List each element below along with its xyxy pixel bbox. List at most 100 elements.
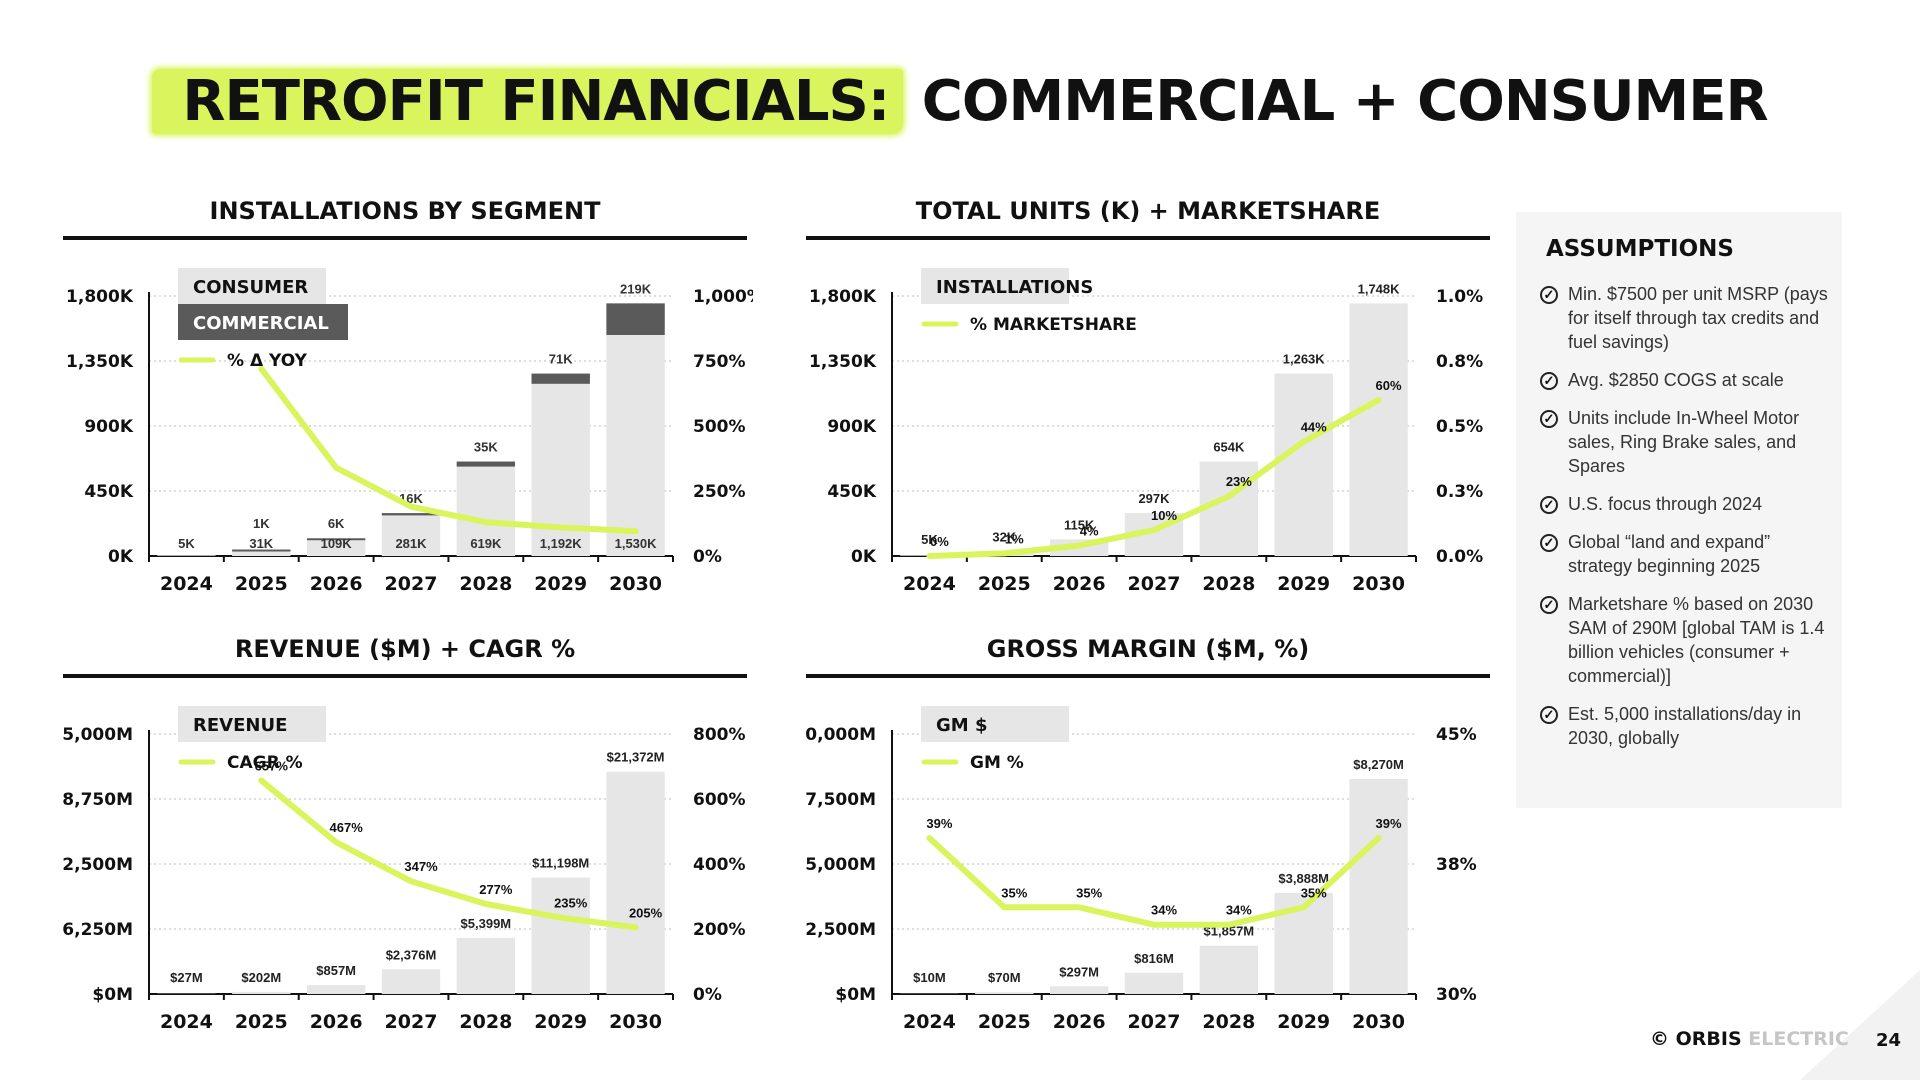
page-title-highlight: RETROFIT FINANCIALS:	[152, 69, 904, 134]
line-data-label: 4%	[1080, 524, 1099, 539]
y-tick-label: 1,800K	[66, 287, 134, 307]
legend-swatch	[921, 268, 1069, 304]
title-rule	[63, 674, 747, 678]
y2-tick-label: 0.8%	[1436, 352, 1483, 372]
assumption-item: ✓ U.S. focus through 2024	[1540, 492, 1830, 516]
y-tick-label: $5,000M	[806, 855, 876, 875]
bar-installations	[1199, 461, 1259, 556]
chart-svg: 0K 450K 900K 1,350K 1,800K 0% 250% 500% 750% 1,00…	[66, 268, 753, 595]
x-tick-label: 2027	[385, 573, 438, 595]
x-tick-label: 2029	[1277, 573, 1330, 595]
y-tick-label: 1,350K	[66, 352, 134, 372]
bar-revenue	[306, 985, 366, 994]
y2-tick-label: 38%	[1436, 855, 1477, 875]
line-data-label: 235%	[554, 896, 588, 911]
line-data-label: 23%	[1226, 474, 1252, 489]
assumption-item: ✓ Est. 5,000 installations/day in 2030, g…	[1540, 702, 1830, 750]
bar-commercial	[456, 461, 516, 467]
assumptions-list: ✓ Min. $7500 per unit MSRP (pays for itse…	[1540, 282, 1830, 764]
x-tick-label: 2025	[235, 1011, 288, 1033]
x-tick-label: 2028	[459, 1011, 512, 1033]
x-tick-label: 2030	[609, 1011, 662, 1033]
check-circle-icon: ✓	[1540, 496, 1558, 514]
check-circle-icon: ✓	[1540, 596, 1558, 614]
orbis-logo: © ORBIS ELECTRIC	[1650, 1028, 1849, 1050]
bar-consumer	[232, 551, 291, 556]
x-tick-label: 2026	[310, 573, 363, 595]
y-tick-label: $10,000M	[806, 725, 876, 745]
bar-data-label: 1,530K	[615, 536, 658, 551]
revenue-cagr-chart: REVENUE ($M) + CAGR % $0M $6,250M $12,500M…	[63, 634, 753, 1054]
y2-tick-label: 0.5%	[1436, 417, 1483, 437]
assumption-text: U.S. focus through 2024	[1568, 494, 1763, 514]
assumption-item: ✓ Units include In-Wheel Motor sales, Rin…	[1540, 406, 1830, 478]
legend-label: INSTALLATIONS	[936, 277, 1093, 298]
page-number: 24	[1876, 1030, 1902, 1051]
y-tick-label: $7,500M	[806, 790, 876, 810]
x-tick-label: 2027	[385, 1011, 438, 1033]
installations-by-segment-chart: INSTALLATIONS BY SEGMENT 0K 450K 900K 1,350…	[63, 196, 753, 616]
chart-svg: $0M $2,500M $5,000M $7,500M $10,000M 30% 38% 45…	[806, 706, 1477, 1033]
legend-label: GM $	[936, 715, 987, 736]
y2-tick-label: 500%	[693, 417, 746, 437]
bar-data-label: 1,192K	[540, 536, 583, 551]
line-data-label: 39%	[926, 816, 952, 831]
bar-data-label: $202M	[241, 970, 281, 985]
y2-tick-label: 0.3%	[1436, 482, 1483, 502]
x-tick-label: 2029	[534, 1011, 587, 1033]
line-data-label: 10%	[1151, 508, 1177, 523]
bar-data-label: 297K	[1138, 491, 1170, 506]
x-tick-label: 2026	[310, 1011, 363, 1033]
chart-svg: $0M $6,250M $12,500M $18,750M $25,000M 0% 200%…	[63, 706, 746, 1033]
line-data-label: 35%	[1001, 885, 1027, 900]
line-data-label: 205%	[629, 905, 663, 920]
bar-data-label: 619K	[470, 536, 502, 551]
x-tick-label: 2028	[459, 573, 512, 595]
y2-tick-label: 200%	[693, 920, 746, 940]
bar-data-label: $2,376M	[386, 947, 437, 962]
bar-data-label: 109K	[321, 536, 353, 551]
y-tick-label: $6,250M	[63, 920, 133, 940]
page-corner	[1800, 970, 1920, 1080]
x-tick-label: 2026	[1053, 573, 1106, 595]
y-tick-label: $18,750M	[63, 790, 133, 810]
chart-svg: 0K 450K 900K 1,350K 1,800K 0.0% 0.3% 0.5% 0.8% 1.…	[809, 268, 1483, 595]
x-tick-label: 2024	[160, 573, 213, 595]
line-data-label: 35%	[1301, 885, 1327, 900]
bar-data-label: 1,748K	[1358, 282, 1401, 297]
bar-consumer	[381, 515, 441, 556]
bar-data-label: 115K	[1064, 517, 1095, 532]
bar-data-label: 5K	[178, 536, 195, 551]
bar-data-label: $857M	[316, 963, 356, 978]
line--yoy	[258, 365, 639, 535]
assumption-text: Marketshare % based on 2030 SAM of 290M …	[1568, 594, 1825, 686]
x-tick-label: 2024	[160, 1011, 213, 1033]
bar-data-label: 71K	[549, 352, 573, 367]
page-title-rest: COMMERCIAL + CONSUMER	[903, 69, 1769, 134]
y2-tick-label: 750%	[693, 352, 746, 372]
line-data-label: 277%	[479, 882, 513, 897]
bar-gm-	[975, 992, 1034, 994]
y-tick-label: 450K	[84, 482, 133, 502]
bar-data-label: $11,198M	[532, 856, 589, 871]
check-circle-icon: ✓	[1540, 286, 1558, 304]
logo-light: ELECTRIC	[1741, 1028, 1849, 1050]
bar-revenue	[232, 991, 291, 994]
x-tick-label: 2030	[1352, 573, 1405, 595]
bar-consumer	[456, 466, 516, 556]
bar-data-label: $297M	[1059, 964, 1099, 979]
assumption-text: Min. $7500 per unit MSRP (pays for itsel…	[1568, 284, 1828, 352]
x-tick-label: 2026	[1053, 1011, 1106, 1033]
gross-margin-chart: GROSS MARGIN ($M, %) $0M $2,500M $5,000M $7…	[806, 634, 1496, 1054]
bar-data-label: 219K	[620, 281, 652, 296]
title-rule	[63, 236, 747, 240]
bar-data-label: $8,270M	[1353, 757, 1404, 772]
bar-data-label: 1K	[253, 516, 270, 531]
y2-tick-label: 0%	[693, 985, 722, 1005]
y-tick-label: $25,000M	[63, 725, 133, 745]
y-tick-label: $2,500M	[806, 920, 876, 940]
bar-revenue	[381, 969, 441, 994]
bar-commercial	[232, 549, 291, 552]
assumption-item: ✓ Marketshare % based on 2030 SAM of 290M…	[1540, 592, 1830, 688]
y2-tick-label: 250%	[693, 482, 746, 502]
